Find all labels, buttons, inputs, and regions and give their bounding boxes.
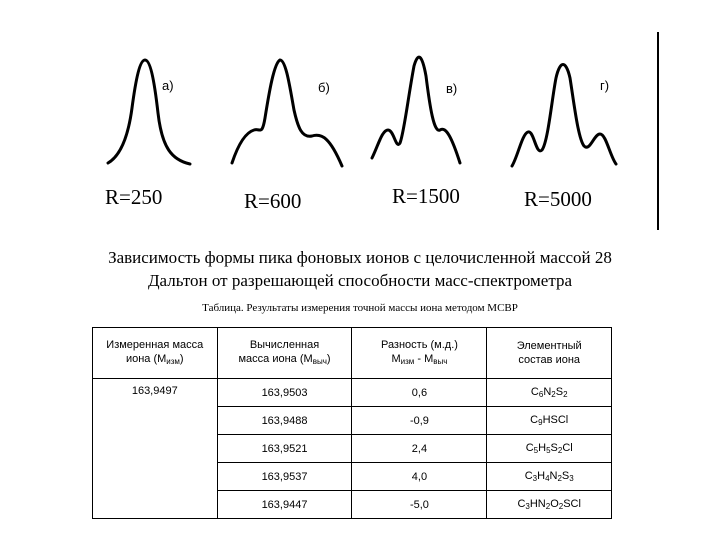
difference-cell: -0,9 — [351, 406, 488, 435]
difference-cell: 2,4 — [351, 434, 488, 463]
calculated-mass-cell: 163,9503 — [216, 378, 353, 407]
formula-element: H — [537, 470, 546, 482]
difference-cell: 0,6 — [351, 378, 488, 407]
formula-element: C — [525, 442, 534, 454]
formula-element: HSCl — [542, 414, 569, 426]
calculated-mass-cell: 163,9488 — [216, 406, 353, 435]
table-row: 163,9537 4,0 C3H4N2S3 — [93, 462, 612, 491]
formula-element: H — [538, 442, 547, 454]
formula-subscript: 2 — [545, 502, 551, 511]
formula-element: C — [530, 386, 539, 398]
caption-line-2: Дальтон от разрешающей способности масс-… — [147, 271, 573, 290]
table-row: 163,9447 -5,0 C3HN2O2SCl — [93, 490, 612, 519]
panel-letter-d: г) — [600, 78, 610, 93]
peak-panel-c: в) R=1500 — [370, 38, 512, 218]
resolution-label-a: R=250 — [105, 185, 163, 209]
peak-curve-b — [230, 58, 344, 168]
resolution-label-b: R=600 — [244, 189, 302, 213]
peak-curve-d — [510, 63, 618, 168]
formula-subscript: 3 — [525, 502, 530, 511]
formula-subscript: 2 — [563, 390, 568, 399]
table-row: 163,9488 -0,9 C9HSCl — [93, 406, 612, 435]
caption-line-1: Зависимость формы пика фоновых ионов с ц… — [108, 248, 612, 267]
difference-cell: -5,0 — [351, 490, 488, 519]
panel-letter-b: б) — [318, 80, 330, 95]
formula-element: C — [530, 414, 539, 426]
formula-subscript: 6 — [538, 390, 544, 399]
header-elemental-composition: Элементный состав иона — [486, 327, 612, 379]
difference-cell: 4,0 — [351, 462, 488, 491]
resolution-label-c: R=1500 — [392, 184, 460, 208]
formula-element: N — [543, 386, 552, 398]
formula-subscript: 2 — [557, 446, 563, 455]
formula-subscript: 5 — [546, 446, 551, 455]
formula-subscript: 2 — [558, 502, 564, 511]
formula-element: HN — [529, 498, 546, 510]
formula-subscript: 2 — [551, 390, 556, 399]
formula-element: S — [555, 386, 564, 398]
peak-panel-b: б) R=600 — [230, 38, 372, 218]
table-header-row: Измеренная масса иона (Мизм) Вычисленная… — [92, 327, 612, 379]
formula-cell: C5H5S2Cl — [486, 434, 612, 463]
panel-letter-a: а) — [162, 78, 174, 93]
formula-element: C — [517, 498, 526, 510]
peak-panel-d: г) R=5000 — [508, 38, 648, 218]
formula-element: Cl — [562, 442, 573, 454]
formula-cell: C3H4N2S3 — [486, 462, 612, 491]
calculated-mass-cell: 163,9447 — [216, 490, 353, 519]
formula-subscript: 2 — [557, 474, 562, 483]
peak-curve-c — [370, 55, 462, 165]
header-difference-ppm: Разность (м.д.) Мизм - Мвыч — [351, 327, 488, 379]
formula-element: O — [550, 498, 559, 510]
resolution-label-d: R=5000 — [524, 187, 592, 211]
calculated-mass-cell: 163,9521 — [216, 434, 353, 463]
figure-caption: Зависимость формы пика фоновых ионов с ц… — [0, 246, 720, 292]
panel-letter-c: в) — [446, 81, 458, 96]
vertical-divider-line — [657, 32, 659, 230]
formula-subscript: 3 — [569, 474, 574, 483]
header-measured-mass: Измеренная масса иона (Мизм) — [92, 327, 218, 379]
formula-cell: C6N2S2 — [486, 378, 612, 407]
calculated-mass-cell: 163,9537 — [216, 462, 353, 491]
formula-cell: C9HSCl — [486, 406, 612, 435]
table-title: Таблица. Результаты измерения точной мас… — [202, 302, 518, 314]
peak-panel-a: а) R=250 — [100, 38, 240, 218]
formula-element: SCl — [563, 498, 581, 510]
formula-element: S — [550, 442, 558, 454]
peak-curve-a — [106, 58, 192, 166]
formula-subscript: 4 — [545, 474, 550, 483]
results-table: Измеренная масса иона (Мизм) Вычисленная… — [92, 327, 612, 519]
formula-subscript: 3 — [532, 474, 538, 483]
formula-subscript: 9 — [538, 418, 543, 427]
formula-cell: C3HN2O2SCl — [486, 490, 612, 519]
table-row: 163,9497 163,9503 0,6 C6N2S2 — [92, 378, 612, 519]
formula-element: N — [549, 470, 558, 482]
formula-subscript: 5 — [533, 446, 539, 455]
measured-mass-cell: 163,9497 — [92, 378, 218, 519]
header-calculated-mass: Вычисленная масса иона (Мвыч) — [216, 327, 353, 379]
formula-element: C — [524, 470, 533, 482]
formula-element: S — [561, 470, 570, 482]
